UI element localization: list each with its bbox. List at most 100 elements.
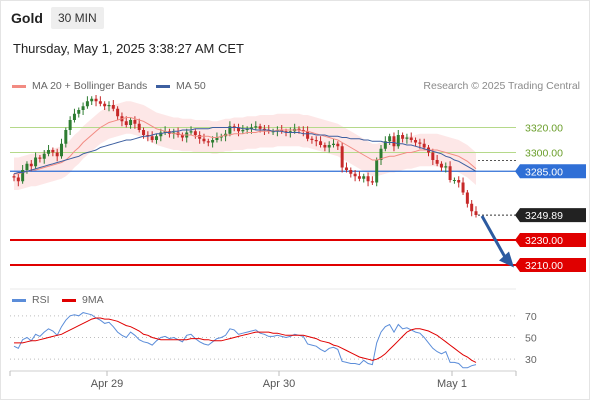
candle-body [103,103,107,107]
last-price-tag-bg [515,208,586,223]
candle-body [154,136,158,140]
candle-body [193,131,197,135]
candle-body [254,126,258,128]
legend-ma50: MA 50 [156,80,206,92]
candle-body [401,135,405,139]
support-tag-label: 3230.00 [525,235,563,247]
candle-body [107,105,111,107]
candle-body [172,132,176,134]
candle-body [146,135,150,137]
candle-body [198,135,202,139]
rsi-tick-label: 70 [525,311,537,323]
projection-arrow [480,215,510,264]
candle-body [332,143,336,145]
candle-body [297,128,301,130]
resistance-tag-label: 3300.00 [525,148,563,160]
candle-body [314,140,318,142]
candle-body [306,131,310,139]
candle-body [366,176,370,182]
candle-body [180,135,184,138]
candle-body [215,137,219,140]
candle-body [435,160,439,164]
candle-body [284,131,288,133]
candle-body [25,163,29,170]
candle-body [340,146,344,168]
x-tick-label: Apr 30 [263,378,295,390]
last-price-tag: 3249.89 [515,208,586,223]
candle-body [211,140,215,143]
candle-body [452,180,456,181]
candle-body [237,127,241,132]
candle-body [77,110,81,114]
rsi-ma-legend-label: 9MA [82,294,104,306]
candle-body [202,138,206,142]
candle-body [301,130,305,132]
legend-rsi: RSI [12,294,50,306]
candle-body [16,177,20,182]
candle-body [422,143,426,148]
ma50-line [13,127,477,175]
support-tag: 3230.00 [515,233,586,247]
credit-label: Research © 2025 Trading Central [423,80,580,92]
rsi-ma-swatch [62,298,76,302]
candle-body [85,101,89,107]
support-tag-bg [515,258,586,272]
resistance-tag: 3300.00 [525,148,563,160]
candle-body [353,173,357,177]
rsi-legend-label: RSI [32,294,50,306]
symbol-title: Gold [11,10,43,26]
ma50-legend-label: MA 50 [176,80,206,92]
candle-body [310,138,314,140]
x-tick-label: Apr 29 [91,378,123,390]
candle-body [245,128,249,130]
candle-body [465,192,469,204]
candle-body [51,150,55,153]
candle-body [137,123,141,130]
candle-body [116,108,120,117]
candle-body [461,182,465,193]
candle-body [448,166,452,180]
resistance-tag-label: 3320.00 [525,123,563,135]
candle-body [206,141,210,143]
candle-body [327,145,331,148]
candle-body [124,121,128,125]
candle-body [396,135,400,147]
pivot-tag-label: 3285.00 [525,166,563,178]
resistance-tag: 3320.00 [525,123,563,135]
candle-body [64,130,68,144]
pivot-tag: 3285.00 [515,164,586,179]
support-tag-label: 3210.00 [525,260,563,272]
datetime-label: Thursday, May 1, 2025 3:38:27 AM CET [13,41,244,56]
candle-body [111,105,115,109]
candle-body [81,106,85,110]
candle-body [29,163,33,167]
candle-body [392,136,396,147]
candle-body [474,211,478,215]
candle-body [38,157,42,159]
candle-body [47,150,51,154]
candle-body [129,120,133,125]
candle-body [133,120,137,124]
candle-body [228,126,232,134]
candle-body [21,170,25,182]
candle-body [249,127,253,129]
rsi-ma-line [14,317,477,363]
ma50-swatch [156,84,170,88]
candle-body [323,145,327,148]
ma20-line [14,117,477,175]
candle-body [142,130,146,135]
timeframe-button[interactable]: 30 MIN [51,7,104,29]
candle-body [344,167,348,170]
candle-body [379,148,383,160]
candle-body [470,203,474,212]
candle-body [349,170,353,174]
candle-body [55,152,59,157]
candle-body [457,180,461,183]
rsi-line [13,312,477,369]
last-price-tag-label: 3249.89 [525,210,563,222]
candle-body [280,130,284,132]
ma20-swatch [12,84,26,88]
candle-body [409,137,413,140]
candle-body [262,128,266,130]
candle-body [258,126,262,129]
